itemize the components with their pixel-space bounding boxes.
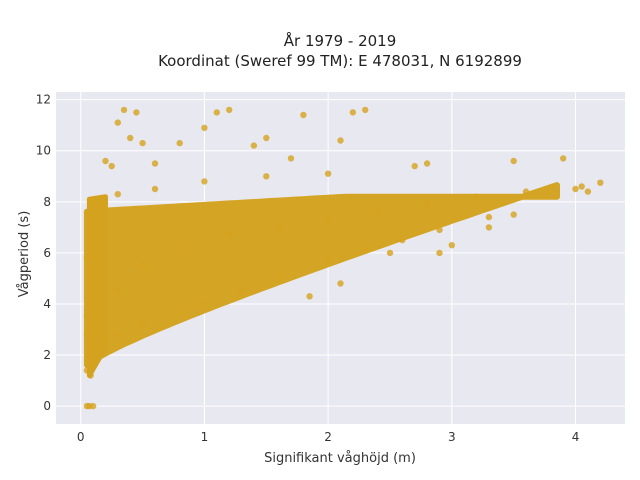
data-point [151,160,159,167]
data-point [114,119,122,126]
scatter-density-region [83,182,560,368]
data-point [473,193,480,200]
y-tick-label: 0 [43,399,51,413]
y-tick-label: 8 [43,195,51,209]
data-point [572,185,579,193]
x-tick-labels: 0 1 2 3 4 [77,430,579,444]
x-tick-label: 4 [572,430,580,444]
y-axis-title: Vågperiod (s) [17,211,32,298]
data-point [287,155,295,162]
data-point [139,321,146,328]
data-point [89,402,97,410]
data-point [578,183,585,190]
data-point [127,134,134,142]
data-point [306,293,313,300]
data-point [374,208,381,216]
data-point [238,288,245,295]
x-tick-label: 1 [201,430,209,444]
data-point [337,280,344,287]
data-point [83,313,91,320]
data-point [89,362,97,369]
data-point [584,188,592,195]
y-tick-label: 10 [36,144,51,158]
data-point [114,288,122,295]
data-point [362,247,369,254]
chart-title-line1: År 1979 - 2019 [284,31,397,50]
data-point [349,109,357,116]
data-point [201,124,208,131]
y-tick-label: 2 [43,348,51,362]
data-point [597,179,604,186]
data-points [83,106,604,410]
data-point [213,109,220,116]
data-point [263,173,270,180]
data-point [324,216,332,223]
data-point [423,201,431,208]
data-point [411,162,418,170]
data-point [250,142,258,149]
data-point [226,231,233,239]
data-point [337,137,344,144]
x-tick-label: 2 [324,430,332,444]
x-tick-label: 0 [77,430,85,444]
chart-title-line2: Koordinat (Sweref 99 TM): E 478031, N 61… [158,52,522,70]
data-point [176,308,183,315]
x-tick-label: 3 [448,430,456,444]
data-point [275,272,282,280]
data-point [176,139,183,147]
data-point [510,157,517,165]
data-point [102,339,109,346]
data-point [324,170,332,177]
data-point [114,191,122,198]
data-point [133,109,140,116]
data-point [560,155,567,162]
data-point [120,106,128,114]
data-point [96,351,103,359]
data-point [102,157,109,165]
data-point [386,249,394,257]
data-point [362,106,369,114]
data-point [324,257,332,264]
data-point [436,226,443,234]
y-tick-label: 4 [43,297,51,311]
data-point [108,162,115,170]
data-point [485,213,493,221]
data-point [139,139,146,147]
data-point [87,372,94,379]
data-point [448,242,455,249]
data-point [263,134,270,142]
data-point [300,111,307,119]
data-point [275,224,282,231]
data-point [89,198,97,205]
data-point [139,262,146,269]
scatter-density-edge [86,194,108,378]
y-tick-labels: 0 2 4 6 8 10 12 [36,93,51,413]
data-point [436,249,443,257]
data-point [423,160,431,167]
data-point [510,211,517,218]
data-point [176,244,183,251]
data-point [485,224,493,231]
data-point [151,185,159,193]
data-point [83,367,91,374]
data-point [522,188,530,195]
y-tick-label: 12 [36,93,51,107]
data-point [114,331,122,338]
y-tick-label: 6 [43,246,51,260]
data-point [399,236,406,244]
data-point [226,106,233,114]
x-axis-title: Signifikant våghöjd (m) [264,451,416,466]
data-point [83,331,91,338]
data-point [201,178,208,185]
data-point [201,300,208,308]
data-point [83,254,91,262]
